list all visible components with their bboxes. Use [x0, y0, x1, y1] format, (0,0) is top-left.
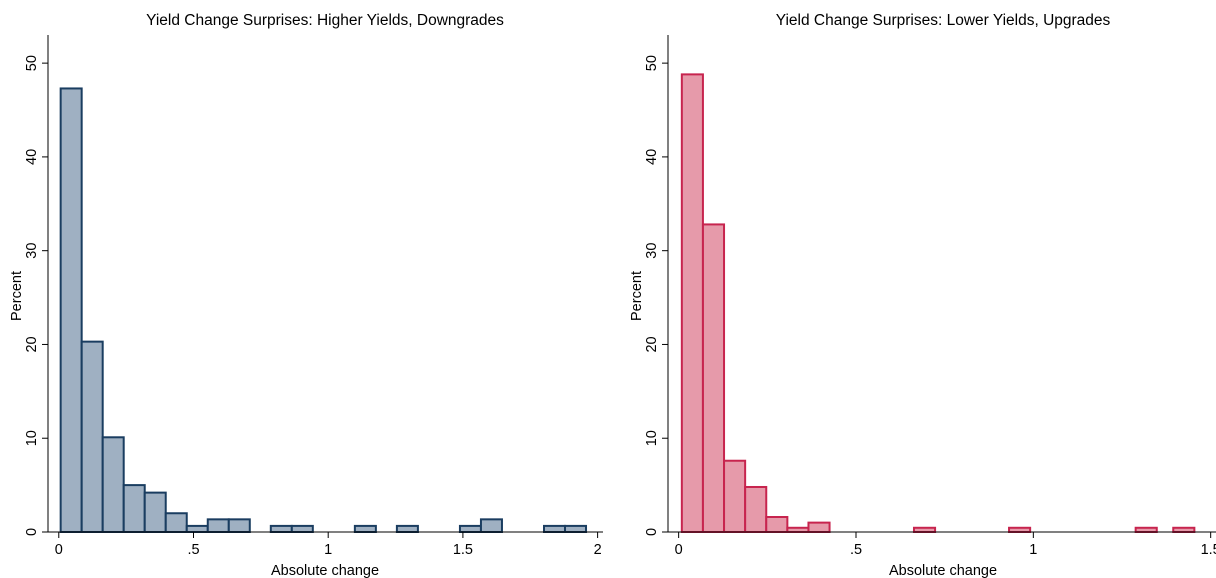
right-bar-9: [1134, 526, 1158, 534]
right-x-tick-label-0: 0: [675, 542, 683, 558]
right-bars-group: [680, 73, 1196, 534]
right-x-tick-label-3: 1.5: [1201, 542, 1216, 558]
left-x-tick-label-3: 1.5: [453, 542, 473, 558]
left-bar-6: [185, 524, 209, 534]
left-bar-12: [395, 524, 419, 534]
right-histogram-panel: Yield Change Surprises: Lower Yields, Up…: [629, 12, 1216, 578]
right-bar-10: [1172, 526, 1196, 534]
right-bar-1: [701, 223, 726, 533]
right-y-tick-label-2: 20: [644, 336, 660, 352]
left-y-tick-label-2: 20: [24, 336, 40, 352]
left-bar-7: [206, 518, 230, 534]
right-y-tick-label-0: 0: [644, 528, 660, 536]
right-x-tick-label-2: 1: [1029, 542, 1037, 558]
left-bar-5: [164, 512, 188, 533]
right-x-axis-label: Absolute change: [889, 563, 997, 578]
right-x-tick-label-1: .5: [850, 542, 862, 558]
left-bar-2: [101, 436, 125, 534]
left-histogram-panel: Yield Change Surprises: Higher Yields, D…: [9, 12, 603, 578]
right-bar-8: [1008, 526, 1032, 534]
left-bar-3: [122, 484, 146, 533]
left-y-tick-label-4: 40: [24, 149, 40, 165]
left-bar-11: [353, 524, 377, 534]
left-y-tick-label-5: 50: [24, 55, 40, 71]
right-y-axis-label: Percent: [629, 271, 645, 321]
left-bar-13: [458, 524, 482, 534]
left-chart-title: Yield Change Surprises: Higher Yields, D…: [146, 12, 504, 29]
right-chart-title: Yield Change Surprises: Lower Yields, Up…: [776, 12, 1111, 29]
left-bar-15: [543, 524, 567, 534]
left-bar-9: [269, 524, 293, 534]
right-y-tick-label-5: 50: [644, 55, 660, 71]
right-bar-5: [786, 526, 810, 534]
right-bar-6: [807, 521, 831, 533]
left-y-axis-label: Percent: [9, 271, 25, 321]
left-x-axis-label: Absolute change: [271, 563, 379, 578]
left-bar-4: [143, 491, 167, 533]
left-axes-group: 0 10 20 30 40 50 0 .5 1 1.5 2: [24, 35, 603, 558]
left-x-tick-label-2: 1: [324, 542, 332, 558]
left-bar-14: [479, 518, 503, 534]
right-bar-0: [680, 73, 704, 533]
left-bars-group: [59, 87, 588, 534]
right-bar-3: [744, 485, 768, 533]
right-y-tick-label-1: 10: [644, 430, 660, 446]
left-y-tick-label-1: 10: [24, 430, 40, 446]
left-x-tick-label-1: .5: [187, 542, 199, 558]
right-y-tick-label-3: 30: [644, 243, 660, 259]
right-bar-2: [723, 459, 747, 534]
left-bar-16: [564, 524, 588, 534]
left-y-tick-label-0: 0: [24, 528, 40, 536]
right-bar-7: [912, 526, 937, 534]
left-y-tick-label-3: 30: [24, 243, 40, 259]
right-bar-4: [765, 516, 789, 533]
left-bar-10: [290, 524, 314, 534]
left-x-tick-label-4: 2: [594, 542, 602, 558]
left-bar-0: [59, 87, 83, 533]
left-bar-1: [80, 340, 104, 534]
right-axes-group: 0 10 20 30 40 50 0 .5 1 1.5: [644, 35, 1216, 558]
left-bar-8: [227, 518, 251, 534]
right-y-tick-label-4: 40: [644, 149, 660, 165]
left-x-tick-label-0: 0: [55, 542, 63, 558]
